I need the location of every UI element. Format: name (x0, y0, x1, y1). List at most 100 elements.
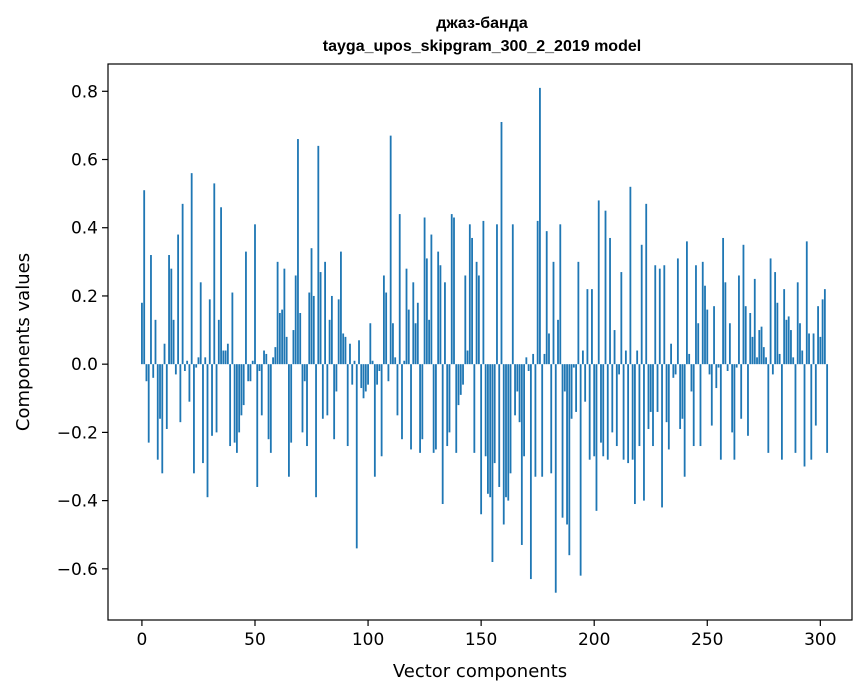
bar-109 (387, 364, 390, 382)
bars-group (141, 87, 829, 593)
x-tick-label: 50 (244, 630, 266, 650)
bar-267 (744, 306, 747, 365)
bar-173 (532, 353, 535, 365)
bar-79 (319, 272, 322, 365)
bar-89 (342, 333, 345, 365)
bar-266 (742, 244, 745, 365)
bar-237 (676, 258, 679, 365)
bar-12 (168, 255, 170, 365)
bar-43 (238, 364, 241, 433)
bar-167 (518, 364, 521, 423)
bar-257 (722, 237, 725, 365)
bar-102 (371, 360, 374, 365)
bar-230 (661, 364, 663, 508)
bar-285 (785, 319, 788, 365)
bar-120 (412, 282, 415, 365)
bar-75 (310, 248, 313, 365)
bar-47 (247, 364, 250, 382)
bar-161 (505, 364, 507, 498)
bar-204 (602, 364, 605, 457)
bar-26 (199, 282, 202, 365)
bar-84 (330, 295, 333, 365)
bar-128 (430, 234, 433, 365)
x-axis-label: Vector components (393, 661, 567, 682)
bar-113 (396, 364, 399, 416)
bar-234 (670, 343, 672, 365)
bar-238 (679, 364, 682, 429)
bar-99 (364, 364, 367, 392)
bar-206 (606, 364, 609, 460)
bar-300 (819, 336, 822, 365)
bar-130 (435, 364, 437, 450)
bar-217 (631, 364, 634, 460)
bar-291 (799, 323, 801, 365)
bar-68 (294, 275, 297, 365)
bar-131 (437, 251, 440, 365)
bar-7 (156, 364, 159, 460)
bar-80 (321, 364, 324, 419)
bar-147 (473, 364, 476, 453)
y-tick-label: −0.4 (57, 492, 98, 512)
bar-154 (489, 364, 492, 498)
x-tick-label: 300 (804, 630, 836, 650)
bar-215 (627, 364, 630, 464)
bar-242 (688, 353, 691, 365)
bar-227 (654, 265, 657, 365)
bar-182 (552, 261, 555, 365)
bar-150 (480, 364, 483, 515)
bar-159 (500, 121, 503, 365)
bar-187 (563, 364, 566, 392)
bar-183 (554, 364, 557, 593)
bar-112 (394, 357, 397, 365)
bar-44 (240, 364, 243, 416)
bar-191 (572, 364, 575, 368)
y-tick-label: 0.0 (71, 355, 98, 375)
y-axis-ticks: −0.6 −0.4 −0.2 0.0 0.2 0.4 0.6 0.8 (57, 82, 108, 580)
bar-21 (188, 364, 191, 402)
bar-97 (360, 364, 363, 389)
bar-292 (801, 350, 804, 365)
bar-56 (267, 364, 270, 440)
bar-293 (803, 364, 806, 467)
bar-213 (622, 364, 625, 460)
bar-158 (498, 364, 501, 487)
bar-116 (403, 360, 406, 365)
bar-263 (735, 364, 738, 368)
bar-81 (324, 261, 326, 365)
bar-240 (683, 364, 686, 477)
bar-32 (213, 183, 216, 365)
bar-244 (692, 364, 695, 447)
bar-162 (507, 364, 510, 501)
bar-61 (278, 313, 281, 365)
bar-190 (570, 364, 573, 419)
bar-148 (475, 261, 478, 365)
bar-129 (432, 364, 435, 453)
bar-126 (425, 258, 428, 365)
bar-136 (448, 364, 451, 433)
bar-144 (466, 350, 469, 365)
bar-298 (814, 364, 817, 426)
bar-229 (658, 268, 661, 365)
bar-46 (245, 251, 247, 365)
bar-243 (690, 364, 693, 392)
bar-288 (792, 357, 795, 365)
bar-83 (328, 319, 331, 365)
bar-63 (283, 268, 286, 365)
bar-287 (790, 330, 792, 365)
x-tick-label: 150 (465, 630, 497, 650)
bar-271 (753, 278, 756, 365)
bar-0 (141, 302, 143, 365)
bar-153 (487, 364, 489, 494)
bar-247 (699, 364, 702, 447)
bar-258 (724, 282, 727, 365)
bar-94 (353, 360, 356, 365)
bar-189 (568, 364, 571, 556)
bar-178 (543, 353, 546, 365)
bar-143 (464, 275, 467, 365)
bar-9 (161, 364, 164, 474)
bar-177 (541, 364, 544, 477)
bar-171 (527, 364, 530, 371)
bar-73 (306, 364, 308, 447)
bar-41 (233, 364, 236, 443)
bar-18 (181, 203, 184, 365)
